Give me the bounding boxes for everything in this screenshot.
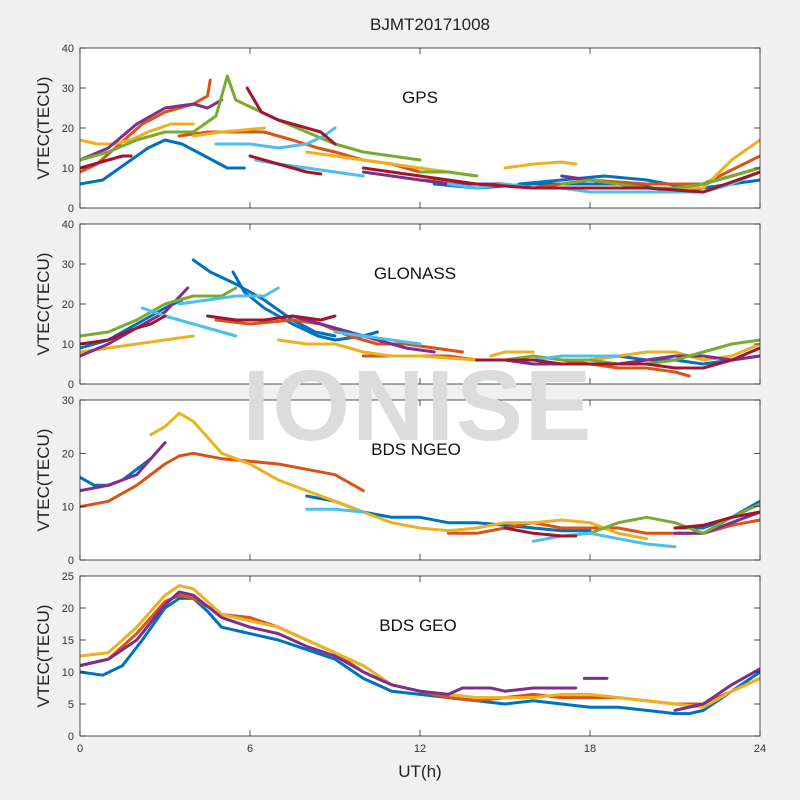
series-group <box>80 411 760 549</box>
x-tick-label: 0 <box>77 743 83 755</box>
x-axis-label: UT(h) <box>398 762 441 781</box>
series-line-18 <box>177 286 280 306</box>
series-line-21 <box>80 154 133 170</box>
y-tick-label: 10 <box>62 502 74 514</box>
y-tick-label: 10 <box>62 667 74 679</box>
y-tick-label: 0 <box>68 555 74 567</box>
panel-4: 0 5 10 15 20 25 0 6 12 18 24 VTEC(TECU) BDS GEO <box>34 571 766 755</box>
chart-title: BJMT20171008 <box>370 15 490 34</box>
y-axis-label: VTEC(TECU) <box>34 253 53 356</box>
y-tick-label: 10 <box>62 163 74 175</box>
series-line-4 <box>80 78 212 174</box>
y-tick-label: 5 <box>68 699 74 711</box>
panel-label: GLONASS <box>374 264 456 283</box>
series-line-23 <box>248 154 323 176</box>
series-line-10 <box>489 350 535 358</box>
y-axis-label: VTEC(TECU) <box>34 605 53 708</box>
y-tick-label: 20 <box>62 603 74 615</box>
series-line-7 <box>80 122 195 146</box>
panel-1: 0 10 20 30 40 VTEC(TECU) GPS <box>34 43 761 215</box>
y-tick-label: 30 <box>62 259 74 271</box>
series-line-13 <box>673 510 760 530</box>
y-tick-label: 0 <box>68 203 74 215</box>
series-line-2 <box>191 258 337 338</box>
panel-2: 0 10 20 30 40 VTEC(TECU) GLONASS <box>34 219 761 391</box>
series-line-12 <box>80 98 224 162</box>
series-line-10 <box>503 160 578 170</box>
series-line-23 <box>475 346 760 370</box>
panel-label: GPS <box>402 88 438 107</box>
y-axis-label: VTEC(TECU) <box>34 429 53 532</box>
series-line-5 <box>214 318 464 354</box>
y-tick-label: 30 <box>62 395 74 407</box>
y-tick-label: 30 <box>62 83 74 95</box>
series-group <box>80 74 760 194</box>
series-line-4 <box>80 590 578 696</box>
series-line-12 <box>503 526 578 538</box>
series-line-7 <box>80 441 167 493</box>
y-tick-label: 0 <box>68 731 74 743</box>
series-line-24 <box>361 166 760 194</box>
series-group <box>80 258 760 378</box>
y-tick-label: 25 <box>62 571 74 583</box>
series-line-4 <box>80 451 365 509</box>
y-tick-label: 40 <box>62 43 74 55</box>
series-line-15 <box>80 74 422 162</box>
panel-3: 0 10 20 30 VTEC(TECU) BDS NGEO <box>34 395 761 567</box>
x-tick-label: 18 <box>584 743 596 755</box>
y-tick-label: 20 <box>62 448 74 460</box>
series-line-21 <box>80 314 167 346</box>
x-tick-label: 12 <box>414 743 426 755</box>
panel-label: BDS GEO <box>379 616 456 635</box>
y-tick-label: 15 <box>62 635 74 647</box>
series-group <box>80 584 760 716</box>
series-line-1 <box>80 138 246 186</box>
watermark: IONISE <box>243 350 594 462</box>
series-line-15 <box>80 286 238 338</box>
panels: 0 10 20 30 40 VTEC(TECU) GPS 0 10 20 30 40 VTEC(TECU… <box>34 43 766 755</box>
y-axis-label: VTEC(TECU) <box>34 77 53 180</box>
y-tick-label: 40 <box>62 219 74 231</box>
series-line-17 <box>140 306 238 338</box>
series-line-9 <box>276 338 479 362</box>
series-line-22 <box>245 86 337 146</box>
series-line-22 <box>206 314 337 322</box>
series-line-6 <box>673 667 760 712</box>
series-line-16 <box>418 170 479 178</box>
series-line-8 <box>191 126 266 138</box>
panel-label: BDS NGEO <box>371 440 461 459</box>
x-tick-label: 24 <box>754 743 766 755</box>
x-tick-label: 6 <box>247 743 253 755</box>
y-tick-label: 0 <box>68 379 74 391</box>
series-line-8 <box>673 510 760 535</box>
y-tick-label: 20 <box>62 299 74 311</box>
y-tick-label: 20 <box>62 123 74 135</box>
series-line-10 <box>305 507 365 514</box>
series-line-19 <box>333 330 422 346</box>
y-tick-label: 10 <box>62 339 74 351</box>
series-line-1 <box>80 596 760 716</box>
